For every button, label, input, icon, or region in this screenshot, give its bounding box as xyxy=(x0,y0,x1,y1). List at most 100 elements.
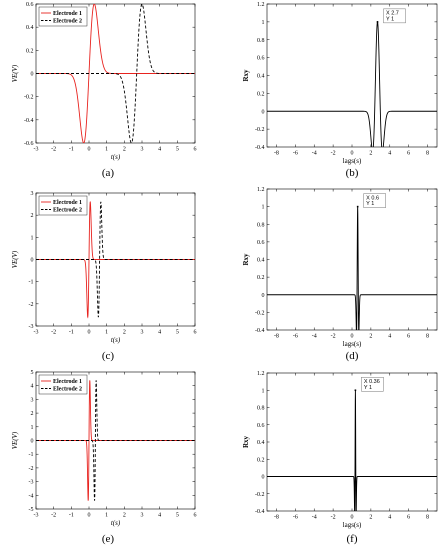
y-tick-label: 0.8 xyxy=(257,406,265,412)
x-tick-label: -4 xyxy=(312,334,317,340)
x-tick-label: -1 xyxy=(69,330,74,336)
x-tick-label: 3 xyxy=(141,513,144,519)
x-tick-label: 1 xyxy=(105,330,108,336)
datatip-box xyxy=(383,8,406,24)
y-tick-label: 1.2 xyxy=(257,371,265,377)
x-tick-label: 2 xyxy=(369,515,372,521)
y-tick-label: -0.4 xyxy=(24,118,34,124)
y-axis-label: VE(V) xyxy=(11,64,19,82)
x-tick-label: 6 xyxy=(194,513,197,519)
y-tick-label: 1.2 xyxy=(257,187,265,193)
plot-frame xyxy=(266,372,438,512)
datatip-x: X 2.7 xyxy=(386,11,399,17)
x-tick-label: 0 xyxy=(88,330,91,336)
y-tick-label: 0 xyxy=(262,293,265,299)
datatip-box xyxy=(363,193,386,208)
datatip-marker xyxy=(356,205,359,208)
x-tick-label: 5 xyxy=(176,513,179,519)
y-tick-label: 0 xyxy=(31,258,34,264)
y-tick-label: 0.4 xyxy=(26,25,34,31)
x-tick-label: 0 xyxy=(88,147,91,153)
datatip-marker xyxy=(376,21,379,23)
panel-caption: (d) xyxy=(346,350,359,362)
x-tick-label: -1 xyxy=(69,147,74,153)
panel-caption: (e) xyxy=(102,533,115,545)
legend-box xyxy=(38,6,88,27)
x-tick-label: -2 xyxy=(331,151,336,157)
panel-caption: (a) xyxy=(102,167,115,179)
y-tick-label: -0.4 xyxy=(255,509,265,515)
datatip-box xyxy=(361,377,384,392)
y-tick-label: -1 xyxy=(29,280,34,286)
y-tick-label: 0.2 xyxy=(257,457,265,463)
x-tick-label: 6 xyxy=(407,151,410,157)
y-tick-label: -3 xyxy=(29,324,34,330)
chart-panel-d: -8 -6 -4 -2 0 2 4 6 8 -0.4 -0.2 0 0.2 0.4 0.6 0.8 1 1.2 la… xyxy=(242,187,438,362)
y-tick-label: -5 xyxy=(29,507,34,513)
x-axis-label: lags(s) xyxy=(343,521,362,529)
y-axis-label: VE(V) xyxy=(11,431,19,449)
series-line-electrode-2 xyxy=(36,380,195,501)
x-tick-label: 0 xyxy=(351,151,354,157)
x-tick-label: -3 xyxy=(34,330,39,336)
x-tick-label: 4 xyxy=(158,330,161,336)
panel-caption: (c) xyxy=(102,350,115,362)
y-tick-label: 1.2 xyxy=(257,2,265,8)
x-tick-label: 4 xyxy=(388,151,391,157)
y-tick-label: 0.6 xyxy=(257,423,265,429)
panel-caption: (f) xyxy=(347,533,358,545)
x-tick-label: 0 xyxy=(351,515,354,521)
x-tick-label: 2 xyxy=(369,334,372,340)
y-tick-label: 3 xyxy=(31,191,34,197)
x-axis-label: t(s) xyxy=(111,336,121,344)
datatip-y: Y 1 xyxy=(364,385,372,391)
x-axis-label: t(s) xyxy=(111,519,121,527)
legend-label: Electrode 1 xyxy=(53,11,82,17)
y-tick-label: 0.8 xyxy=(257,222,265,228)
series-line-electrode-2 xyxy=(36,201,195,318)
y-tick-label: -0.2 xyxy=(255,492,265,498)
x-tick-label: -8 xyxy=(274,151,279,157)
y-tick-label: 0.4 xyxy=(257,74,265,80)
chart-panel-a: -3 -2 -1 0 1 2 3 4 5 6 -0.6 -0.4 -0.2 0 0.2 0.4 0.6 t(s) V… xyxy=(11,2,197,179)
y-tick-label: 0.2 xyxy=(257,275,265,281)
y-tick-label: 0.6 xyxy=(257,56,265,62)
legend-label: Electrode 2 xyxy=(53,19,82,25)
series-line-rxy xyxy=(267,207,437,330)
y-axis-label: Rxy xyxy=(242,253,250,266)
y-tick-label: 0.8 xyxy=(257,38,265,44)
x-tick-label: 4 xyxy=(388,515,391,521)
x-tick-label: -6 xyxy=(293,334,298,340)
y-tick-label: 3 xyxy=(31,397,34,403)
x-tick-label: 0 xyxy=(351,334,354,340)
y-tick-label: 1 xyxy=(262,20,265,26)
y-tick-label: 1 xyxy=(262,205,265,211)
series-line-rxy xyxy=(267,20,437,147)
y-tick-label: 1 xyxy=(31,235,34,241)
legend-box xyxy=(38,374,88,395)
x-tick-label: -2 xyxy=(51,513,56,519)
y-axis-label: Rxy xyxy=(242,69,250,82)
plot-frame xyxy=(266,188,438,331)
y-tick-label: -0.2 xyxy=(255,310,265,316)
chart-panel-e: -3 -2 -1 0 1 2 3 4 5 6 -5 -4 -3 -2 -1 0 1 2 3 4 5 t(s) VE(V) El… xyxy=(11,370,197,545)
y-tick-label: 5 xyxy=(31,370,34,376)
x-tick-label: 2 xyxy=(123,330,126,336)
y-tick-label: 1 xyxy=(262,388,265,394)
y-tick-label: 0 xyxy=(31,439,34,445)
x-tick-label: 0 xyxy=(88,513,91,519)
y-tick-label: -0.2 xyxy=(24,95,34,101)
legend-label: Electrode 2 xyxy=(53,387,82,393)
x-tick-label: 8 xyxy=(426,151,429,157)
y-axis-label: Rxy xyxy=(242,435,250,448)
y-tick-label: 2 xyxy=(31,213,34,219)
x-tick-label: 6 xyxy=(407,515,410,521)
chart-panel-c: -3 -2 -1 0 1 2 3 4 5 6 -3 -2 -1 0 1 2 3 t(s) VE(V) Electrod… xyxy=(11,191,197,362)
x-axis-label: lags(s) xyxy=(343,157,362,165)
y-tick-label: -0.4 xyxy=(255,145,265,151)
x-tick-label: -2 xyxy=(331,334,336,340)
y-tick-label: 0 xyxy=(262,109,265,115)
x-tick-label: 3 xyxy=(141,147,144,153)
x-tick-label: 5 xyxy=(176,330,179,336)
